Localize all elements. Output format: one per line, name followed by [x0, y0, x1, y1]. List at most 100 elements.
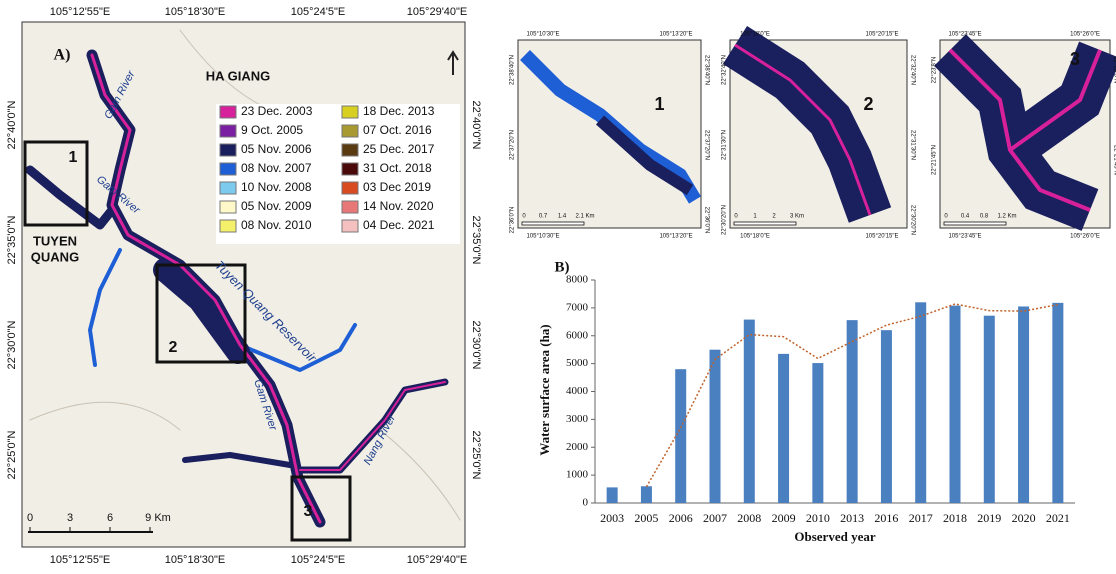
inset-lat: 22°30'20"N	[722, 205, 728, 235]
box-number: 3	[304, 503, 313, 520]
legend-swatch	[341, 105, 359, 119]
box-number: 1	[69, 149, 78, 166]
x-tick-label: 2017	[909, 511, 933, 525]
bar	[983, 315, 995, 503]
y-tick-label: 8000	[566, 274, 589, 286]
bar	[743, 319, 755, 503]
bar	[778, 353, 790, 503]
panel-label: A)	[54, 47, 71, 64]
inset-lat: 22°37'20"N	[703, 130, 709, 160]
legend-swatch	[219, 200, 237, 214]
inset-lon: 105°18'0"E	[740, 234, 770, 240]
scale-label: 0	[27, 512, 33, 524]
bar	[1018, 306, 1030, 503]
bar	[606, 487, 618, 503]
legend-swatch	[219, 219, 237, 233]
lat-label: 22°25'0"N	[470, 431, 482, 480]
legend-swatch	[219, 105, 237, 119]
bar	[1052, 302, 1064, 503]
inset-lon: 105°10'30"E	[526, 234, 559, 240]
inset-scale-bar	[943, 221, 1007, 226]
inset-number: 2	[863, 94, 873, 114]
legend-swatch	[341, 181, 359, 195]
inset-scale-label: 2.1 Km	[575, 214, 594, 220]
lon-label: 105°24'5"E	[291, 6, 345, 18]
inset-number: 1	[654, 94, 664, 114]
x-tick-label: 2020	[1012, 511, 1036, 525]
lat-label: 22°40'0"N	[6, 100, 18, 149]
inset-scale-label: 0	[734, 214, 738, 220]
inset-scale-label: 3 Km	[790, 214, 804, 220]
inset-lat: 22°30'20"N	[909, 205, 915, 235]
inset-scale-bar	[521, 221, 585, 226]
legend-swatch	[219, 162, 237, 176]
inset-lat: 22°31'30"N	[909, 130, 915, 160]
inset-number: 3	[1070, 49, 1080, 69]
inset-lon: 105°18'0"E	[740, 32, 770, 38]
place-name: HA GIANG	[206, 68, 271, 83]
lat-label: 22°35'0"N	[470, 216, 482, 265]
legend-label: 14 Nov. 2020	[363, 199, 434, 213]
legend-label: 03 Dec 2019	[363, 180, 431, 194]
scale-label: 3	[67, 512, 73, 524]
bar	[709, 349, 721, 503]
x-tick-label: 2008	[737, 511, 761, 525]
y-tick-label: 2000	[566, 441, 589, 453]
lon-label: 105°29'40"E	[407, 554, 468, 566]
bar	[812, 363, 824, 503]
legend-swatch	[341, 162, 359, 176]
x-tick-label: 2010	[806, 511, 830, 525]
place-name: QUANG	[31, 249, 79, 264]
y-tick-label: 3000	[566, 413, 589, 425]
legend-swatch	[341, 200, 359, 214]
inset-lon: 105°20'15"E	[865, 32, 898, 38]
place-name: TUYEN	[33, 233, 77, 248]
x-tick-label: 2018	[943, 511, 967, 525]
x-tick-label: 2003	[600, 511, 624, 525]
box-number: 2	[169, 339, 178, 356]
bar	[640, 486, 652, 503]
x-tick-label: 2005	[634, 511, 658, 525]
y-tick-label: 7000	[566, 301, 589, 313]
inset-lon: 105°20'15"E	[865, 234, 898, 240]
inset-lat: 22°32'40"N	[722, 55, 728, 85]
bar	[949, 305, 961, 503]
inset-lat: 22°23'8"N	[1112, 57, 1116, 84]
inset-lat: 22°32'40"N	[909, 55, 915, 85]
trend-line	[645, 303, 1058, 488]
lat-label: 22°30'0"N	[6, 320, 18, 369]
legend-box	[216, 104, 460, 244]
lon-label: 105°29'40"E	[407, 6, 468, 18]
lon-label: 105°18'30"E	[165, 554, 226, 566]
legend-label: 07 Oct. 2016	[363, 123, 432, 137]
bar	[880, 330, 892, 503]
inset-lon: 105°26'0"E	[1070, 32, 1100, 38]
lon-label: 105°18'30"E	[165, 6, 226, 18]
scale-label: 6	[107, 512, 113, 524]
legend-swatch	[219, 124, 237, 138]
legend-label: 10 Nov. 2008	[241, 180, 312, 194]
insets	[517, 26, 1116, 231]
inset-scale-label: 0	[944, 214, 948, 220]
bar	[846, 320, 858, 503]
lon-label: 105°24'5"E	[291, 554, 345, 566]
inset-lon: 105°26'0"E	[1070, 234, 1100, 240]
inset-lat: 22°36'0"N	[703, 207, 709, 234]
north-arrow	[447, 50, 459, 75]
y-axis-label: Water surface area (ha)	[537, 324, 552, 455]
inset-scale-label: 1.4	[558, 214, 567, 220]
y-tick-label: 5000	[566, 357, 589, 369]
legend-label: 18 Dec. 2013	[363, 104, 435, 118]
inset-scale-label: 0	[522, 214, 526, 220]
inset-scale-label: 0.4	[961, 214, 970, 220]
legend-label: 23 Dec. 2003	[241, 104, 313, 118]
legend-label: 05 Nov. 2006	[241, 142, 312, 156]
inset-lon: 105°13'20"E	[659, 32, 692, 38]
x-tick-label: 2016	[874, 511, 898, 525]
inset-scale-label: 2	[772, 214, 776, 220]
lon-label: 105°12'55"E	[50, 554, 111, 566]
inset-scale-label: 0.8	[980, 214, 989, 220]
inset-lon: 105°23'45"E	[948, 32, 981, 38]
lat-label: 22°35'0"N	[6, 215, 18, 264]
